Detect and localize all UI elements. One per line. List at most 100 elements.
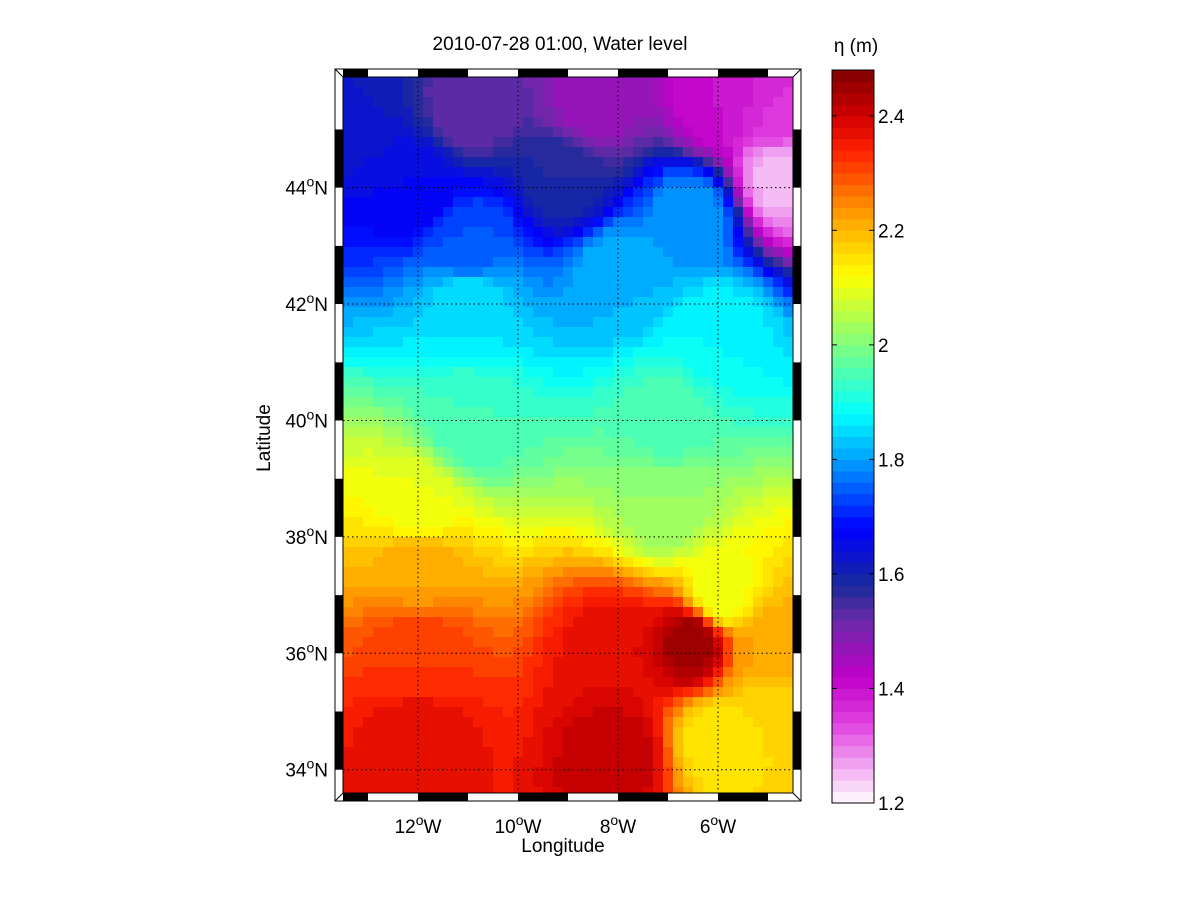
field-cell xyxy=(503,217,514,228)
field-cell xyxy=(683,377,694,388)
field-cell xyxy=(703,117,714,128)
field-cell xyxy=(373,677,384,688)
field-cell xyxy=(643,247,654,258)
field-cell xyxy=(613,787,624,793)
field-cell xyxy=(663,547,674,558)
field-cell xyxy=(733,327,744,338)
field-cell xyxy=(723,127,734,138)
field-cell xyxy=(743,487,754,498)
field-cell xyxy=(653,677,664,688)
field-cell xyxy=(563,277,574,288)
field-cell xyxy=(643,497,654,508)
field-cell xyxy=(693,247,704,258)
field-cell xyxy=(483,457,494,468)
field-cell xyxy=(453,527,464,538)
field-cell xyxy=(363,337,374,348)
field-cell xyxy=(563,247,574,258)
field-cell xyxy=(613,187,624,198)
field-cell xyxy=(783,777,793,788)
field-cell xyxy=(393,167,404,178)
field-cell xyxy=(603,647,614,658)
field-cell xyxy=(603,257,614,268)
field-cell xyxy=(553,527,564,538)
field-cell xyxy=(543,557,554,568)
field-cell xyxy=(443,777,454,788)
field-cell xyxy=(503,197,514,208)
field-cell xyxy=(353,77,364,88)
field-cell xyxy=(743,737,754,748)
field-cell xyxy=(643,77,654,88)
field-cell xyxy=(713,327,724,338)
field-cell xyxy=(413,417,424,428)
field-cell xyxy=(593,137,604,148)
field-cell xyxy=(683,607,694,618)
field-cell xyxy=(353,337,364,348)
field-cell xyxy=(783,517,793,528)
field-cell xyxy=(673,667,684,678)
field-cell xyxy=(563,517,574,528)
field-cell xyxy=(703,417,714,428)
field-cell xyxy=(443,507,454,518)
field-cell xyxy=(413,87,424,98)
field-cell xyxy=(553,787,564,793)
field-cell xyxy=(553,447,564,458)
field-cell xyxy=(353,227,364,238)
field-cell xyxy=(773,87,784,98)
field-cell xyxy=(683,497,694,508)
field-cell xyxy=(543,337,554,348)
field-cell xyxy=(533,767,544,778)
field-cell xyxy=(403,577,414,588)
field-cell xyxy=(503,447,514,458)
field-cell xyxy=(663,577,674,588)
colorbar-level xyxy=(832,711,874,724)
colorbar-level xyxy=(832,734,874,747)
field-cell xyxy=(513,227,524,238)
field-cell xyxy=(683,277,694,288)
field-cell xyxy=(413,357,424,368)
field-cell xyxy=(633,677,644,688)
field-cell xyxy=(663,587,674,598)
field-cell xyxy=(483,497,494,508)
field-cell xyxy=(543,617,554,628)
field-cell xyxy=(573,627,584,638)
field-cell xyxy=(783,487,793,498)
y-tick-label: 42oN xyxy=(285,290,328,316)
field-cell xyxy=(433,187,444,198)
field-cell xyxy=(493,337,504,348)
colorbar-level xyxy=(832,310,874,323)
field-cell xyxy=(413,277,424,288)
field-cell xyxy=(363,587,374,598)
field-cell xyxy=(653,587,664,598)
field-cell xyxy=(453,627,464,638)
field-cell xyxy=(743,397,754,408)
field-cell xyxy=(543,497,554,508)
field-cell xyxy=(383,97,394,108)
field-cell xyxy=(673,357,684,368)
field-cell xyxy=(713,677,724,688)
field-cell xyxy=(443,77,454,88)
field-cell xyxy=(723,777,734,788)
field-cell xyxy=(583,287,594,298)
field-cell xyxy=(563,527,574,538)
frame-segment xyxy=(793,653,801,712)
field-cell xyxy=(353,247,364,258)
field-cell xyxy=(343,527,354,538)
field-cell xyxy=(563,627,574,638)
field-cell xyxy=(533,207,544,218)
field-cell xyxy=(453,587,464,598)
field-cell xyxy=(583,297,594,308)
field-cell xyxy=(453,157,464,168)
field-cell xyxy=(643,327,654,338)
field-cell xyxy=(783,657,793,668)
field-cell xyxy=(643,627,654,638)
field-cell xyxy=(423,597,434,608)
field-cell xyxy=(613,137,624,148)
field-cell xyxy=(533,317,544,328)
field-cell xyxy=(493,117,504,128)
field-cell xyxy=(623,527,634,538)
field-cell xyxy=(563,207,574,218)
field-cell xyxy=(553,107,564,118)
field-cell xyxy=(713,597,724,608)
field-cell xyxy=(443,527,454,538)
field-cell xyxy=(343,497,354,508)
